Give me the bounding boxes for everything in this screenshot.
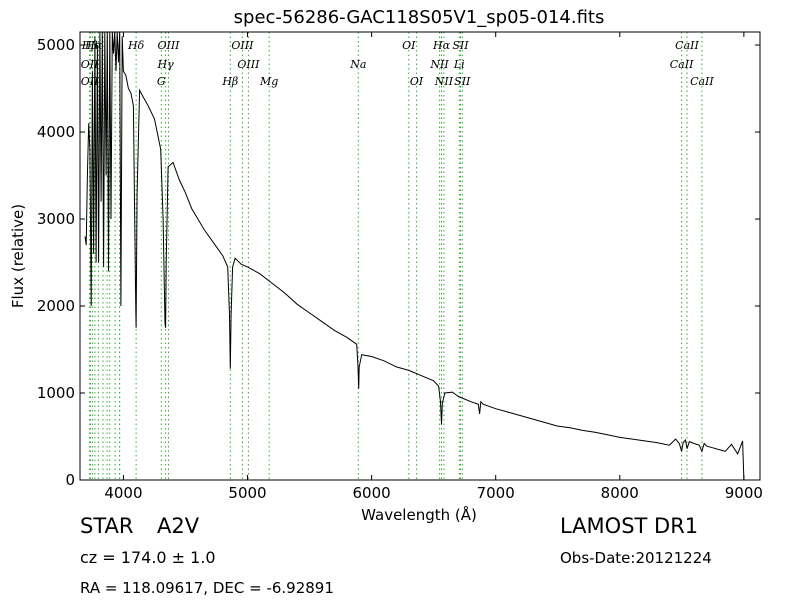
coordinates: RA = 118.09617, DEC = -6.92891 [80,579,334,597]
line-label: OIII [237,58,260,71]
y-axis: 0 1000 2000 3000 4000 5000 [37,36,760,489]
line-label: OII [81,75,99,88]
line-label: OIII [231,39,254,52]
line-label: Hβ [221,75,238,88]
plot-frame [79,31,761,481]
observation-date: Obs-Date:20121224 [560,549,712,567]
object-class: STAR [80,514,134,538]
line-label: Na [349,58,366,71]
y-tick-label: 0 [65,471,75,489]
chart-title: spec-56286-GAC118S05V1_sp05-014.fits [234,7,605,28]
y-tick-label: 5000 [37,36,75,54]
line-label: Mg [259,75,278,88]
x-axis: 4000 5000 6000 7000 8000 9000 [104,32,763,502]
line-label: CaII [690,75,714,88]
x-tick-label: 4000 [104,484,142,502]
line-label: OII [81,58,99,71]
y-tick-label: 4000 [37,123,75,141]
line-label: CaII [670,58,694,71]
x-tick-label: 5000 [228,484,266,502]
x-axis-label: Wavelength (Å) [361,505,477,524]
line-label: OI [402,39,416,52]
line-label: NII [429,58,449,71]
x-tick-label: 9000 [725,484,763,502]
line-label: Hδ [127,39,145,52]
line-markers [89,32,703,480]
line-label: OI [410,75,424,88]
object-subclass: A2V [157,514,200,538]
line-label: CaII [675,39,699,52]
x-tick-label: 7000 [477,484,515,502]
line-label: Li [453,58,465,71]
survey-name: LAMOST DR1 [560,514,699,538]
line-label: Hγ [157,58,175,71]
line-label: NII [434,75,454,88]
y-axis-label: Flux (relative) [9,204,27,308]
line-label: Hα [432,39,451,52]
line-label: Hα [84,39,103,52]
y-tick-label: 2000 [37,297,75,315]
x-tick-label: 6000 [353,484,391,502]
x-tick-label: 8000 [601,484,639,502]
y-tick-label: 3000 [37,210,75,228]
line-label: OIII [157,39,180,52]
y-tick-label: 1000 [37,384,75,402]
line-label: Hβ [81,39,98,52]
redshift-value: cz = 174.0 ± 1.0 [80,548,216,567]
spectrum-line [84,31,745,481]
line-label: SII [454,75,471,88]
line-label: SII [452,39,469,52]
line-label: G [157,75,166,88]
